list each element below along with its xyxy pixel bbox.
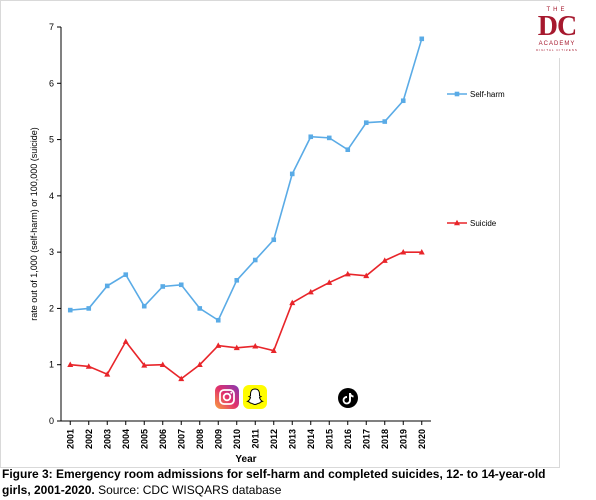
data-point [104, 283, 110, 289]
legend-marker [454, 91, 460, 97]
data-point [104, 371, 111, 377]
data-point [382, 119, 388, 124]
logo-academy: ACADEMY [538, 41, 576, 47]
x-tick-label: 2002 [84, 429, 94, 449]
y-tick-label: 2 [49, 303, 54, 313]
data-point [400, 248, 407, 255]
x-tick-label: 2004 [121, 429, 131, 449]
x-tick-label: 2010 [232, 429, 242, 449]
x-tick-label: 2003 [102, 429, 112, 449]
dc-academy-logo: THE DC ACADEMY DIGITAL CITIZENS [520, 2, 594, 58]
logo-the: THE [546, 7, 568, 13]
y-tick-label: 5 [49, 135, 54, 145]
chart-frame: 0 1 2 3 4 5 6 7 2001 2002 2003 2004 2005 2006 2007 2008… [0, 0, 560, 468]
data-point [344, 270, 351, 277]
series-line-suicide [70, 251, 422, 380]
y-tick-label: 1 [49, 360, 54, 370]
data-point [159, 361, 166, 368]
x-tick-label: 2018 [380, 429, 390, 449]
tiktok-icon [338, 388, 358, 408]
data-point [326, 135, 332, 141]
x-tick-label: 2011 [250, 429, 260, 449]
x-tick-label: 2012 [269, 429, 279, 449]
data-point [178, 375, 185, 382]
x-tick-label: 2014 [306, 429, 316, 449]
x-tick-label: 2019 [398, 429, 408, 449]
data-point [215, 342, 222, 348]
legend-label: Self-harm [470, 90, 505, 99]
instagram-icon [215, 385, 239, 409]
data-point [418, 248, 425, 255]
data-point [252, 257, 258, 263]
x-tick-label: 2005 [139, 429, 149, 449]
caption-source: Source: CDC WISQARS database [94, 483, 282, 497]
y-tick-label: 7 [49, 22, 54, 32]
data-point [345, 147, 351, 153]
data-point [160, 284, 166, 289]
y-tick-label: 4 [49, 191, 54, 201]
data-point [141, 362, 148, 368]
caption-title: Figure 3: Emergency room admissions for … [2, 467, 546, 497]
x-tick-label: 2020 [417, 429, 427, 449]
x-tick-label: 2008 [195, 429, 205, 449]
data-point [326, 279, 333, 285]
data-point [233, 344, 240, 351]
figure-caption: Figure 3: Emergency room admissions for … [2, 466, 562, 498]
y-tick-label: 0 [49, 416, 54, 426]
y-tick-label: 6 [49, 78, 54, 88]
data-point [86, 306, 92, 311]
x-tick-label: 2015 [324, 429, 334, 449]
y-tick-label: 3 [49, 247, 54, 257]
x-axis-title: Year [235, 454, 256, 465]
data-point [271, 237, 277, 243]
data-point [289, 299, 296, 306]
data-point [308, 134, 314, 140]
data-point [196, 361, 203, 368]
x-tick-label: 2006 [158, 429, 168, 449]
legend-marker [454, 219, 460, 226]
data-point [141, 303, 147, 309]
data-point [215, 317, 221, 323]
data-point [270, 347, 277, 353]
data-point [197, 306, 203, 311]
x-tick-label: 2001 [65, 429, 75, 449]
data-point [67, 307, 73, 313]
data-point [252, 342, 259, 349]
snapchat-icon [243, 385, 267, 409]
x-tick-label: 2009 [213, 429, 223, 449]
x-tick-label: 2007 [176, 429, 186, 449]
data-point [363, 120, 369, 125]
data-point [419, 36, 425, 42]
logo-tagline: DIGITAL CITIZENS [536, 48, 578, 52]
data-point [85, 363, 92, 369]
data-point [400, 98, 406, 104]
data-point [234, 277, 240, 283]
data-point [122, 338, 129, 344]
logo-dc: DC [537, 11, 577, 42]
x-tick-label: 2016 [343, 429, 353, 449]
data-point [123, 272, 129, 277]
y-axis-title: rate out of 1,000 (self-harm) or 100,000… [29, 127, 39, 321]
x-tick-label: 2017 [361, 429, 371, 449]
line-chart: 0 1 2 3 4 5 6 7 2001 2002 2003 2004 2005 2006 2007 2008… [29, 22, 505, 465]
data-point [67, 361, 74, 368]
legend-label: Suicide [470, 219, 497, 228]
data-point [363, 272, 370, 279]
data-point [289, 171, 295, 177]
x-tick-label: 2013 [287, 429, 297, 449]
data-point [381, 257, 388, 263]
series-line-self-harm [70, 38, 423, 322]
data-point [307, 288, 314, 295]
data-point [178, 282, 184, 288]
